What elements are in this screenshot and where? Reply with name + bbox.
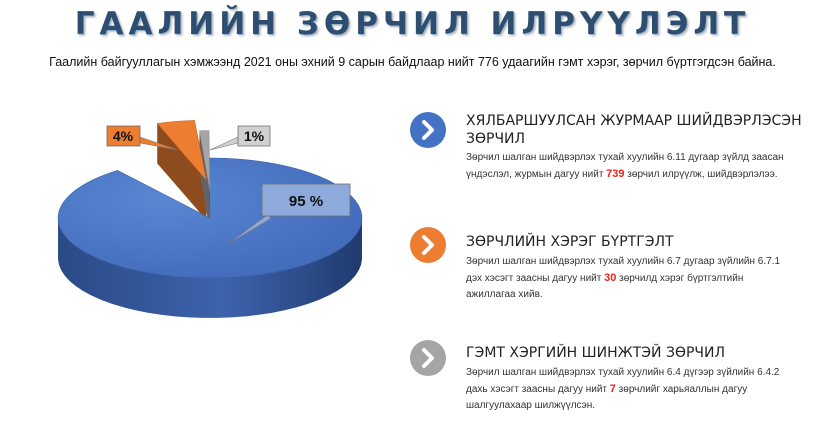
- pie-slice-orange: [156, 120, 207, 182]
- chevron-right-icon: [410, 227, 446, 263]
- pie-slice-blue: [57, 157, 363, 279]
- page-title: ГААЛИЙН ЗӨРЧИЛ ИЛРҮҮЛЭЛТ: [74, 6, 751, 42]
- page-subtitle: Гаалийн байгууллагын хэмжээнд 2021 оны э…: [49, 55, 776, 69]
- data-label: 95 %: [289, 193, 323, 210]
- data-label: 1%: [244, 128, 265, 144]
- item-description: Зөрчил шалган шийдвэрлэх тухай хуулийн 6…: [466, 152, 784, 180]
- item-title: ЗӨРЧЛИЙН ХЭРЭГ БҮРТГЭЛТ: [466, 234, 674, 250]
- item-description: Зөрчил шалган шийдвэрлэх тухай хуулийн 6…: [466, 256, 781, 300]
- item-title: ХЯЛБАРШУУЛСАН ЖУРМААР ШИЙДВЭРЛЭСЭН ЗӨРЧИ…: [466, 113, 802, 147]
- callout-line: [209, 136, 239, 151]
- item-circle-gray[interactable]: [410, 340, 446, 376]
- data-label-box: [237, 125, 271, 147]
- pie-slice-gray: [199, 130, 211, 191]
- item-description: Зөрчил шалган шийдвэрлэх тухай хуулийн 6…: [466, 367, 780, 411]
- pie-slice-gray-wall: [199, 130, 210, 231]
- item-circle-blue[interactable]: [410, 112, 446, 148]
- item-count: 30: [604, 272, 617, 284]
- pie-slice-blue-side: [58, 219, 362, 318]
- item-count: 739: [606, 168, 625, 180]
- data-label-box: [261, 183, 351, 217]
- item-count: 7: [609, 383, 616, 395]
- item-title: ГЭМТ ХЭРГИЙН ШИНЖТЭЙ ЗӨРЧИЛ: [466, 345, 725, 361]
- data-label-box: [106, 125, 141, 147]
- data-label: 4%: [113, 128, 134, 144]
- item-circle-orange[interactable]: [410, 227, 446, 263]
- chevron-right-icon: [410, 112, 446, 148]
- pie-chart: 95 % 4% 1%: [57, 120, 363, 318]
- chevron-right-icon: [410, 340, 446, 376]
